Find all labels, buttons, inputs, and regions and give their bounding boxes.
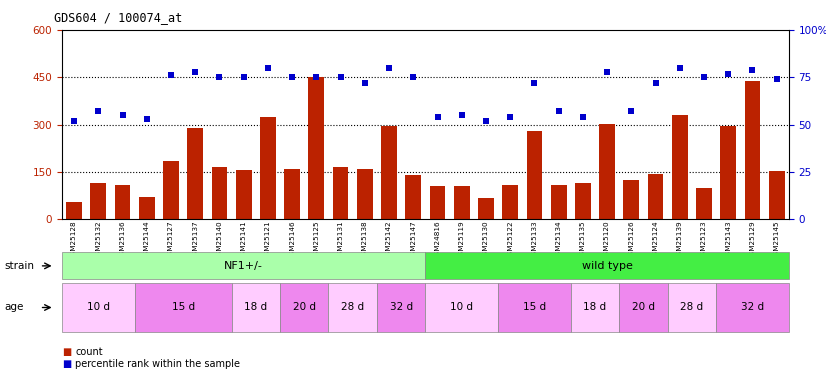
Text: 20 d: 20 d (632, 303, 655, 312)
Bar (235, 171, 252, 219)
Text: 28 d: 28 d (341, 303, 364, 312)
Bar (599, 124, 615, 219)
Bar (672, 115, 688, 219)
Bar (66, 202, 82, 219)
Text: 32 d: 32 d (390, 303, 413, 312)
Point (673, 65, 686, 71)
Bar (357, 169, 373, 219)
Bar (720, 126, 736, 219)
Text: 10 d: 10 d (450, 303, 473, 312)
Point (624, 108, 638, 114)
Bar (188, 128, 203, 219)
Point (722, 70, 735, 76)
Text: 28 d: 28 d (681, 303, 704, 312)
Text: 15 d: 15 d (523, 303, 546, 312)
Point (746, 67, 759, 73)
Bar (260, 117, 276, 219)
Point (770, 76, 783, 82)
Text: ■: ■ (62, 359, 71, 369)
Text: NF1+/-: NF1+/- (224, 261, 263, 271)
Text: 20 d: 20 d (292, 303, 316, 312)
Point (286, 74, 299, 80)
Text: wild type: wild type (582, 261, 633, 271)
Bar (308, 77, 325, 219)
Point (310, 74, 323, 80)
Point (649, 80, 662, 86)
Text: 18 d: 18 d (244, 303, 268, 312)
Point (164, 72, 178, 78)
Point (697, 74, 710, 80)
Point (601, 69, 614, 75)
Point (140, 116, 154, 122)
Bar (406, 175, 421, 219)
Point (188, 69, 202, 75)
Point (358, 80, 372, 86)
Point (479, 118, 492, 124)
Bar (648, 174, 663, 219)
Bar (769, 171, 785, 219)
Bar (551, 185, 567, 219)
Point (68, 118, 81, 124)
Text: percentile rank within the sample: percentile rank within the sample (75, 359, 240, 369)
Text: 15 d: 15 d (172, 303, 195, 312)
Text: 18 d: 18 d (583, 303, 606, 312)
Text: 10 d: 10 d (87, 303, 110, 312)
Bar (478, 198, 494, 219)
Point (504, 114, 517, 120)
Point (455, 112, 468, 118)
Text: count: count (75, 347, 102, 357)
Point (237, 74, 250, 80)
Text: strain: strain (4, 261, 34, 271)
Bar (284, 169, 300, 219)
Bar (453, 186, 470, 219)
Bar (211, 167, 227, 219)
Point (528, 80, 541, 86)
Point (92, 108, 105, 114)
Text: ■: ■ (62, 347, 71, 357)
Bar (744, 81, 761, 219)
Text: age: age (4, 303, 23, 312)
Point (334, 74, 347, 80)
Bar (502, 184, 518, 219)
Point (552, 108, 565, 114)
Bar (333, 167, 349, 219)
Text: GDS604 / 100074_at: GDS604 / 100074_at (54, 11, 182, 24)
Point (406, 74, 420, 80)
Bar (624, 180, 639, 219)
Point (382, 65, 396, 71)
Bar (90, 183, 107, 219)
Point (213, 74, 226, 80)
Bar (115, 184, 131, 219)
Bar (381, 126, 397, 219)
Point (261, 65, 274, 71)
Text: 32 d: 32 d (741, 303, 764, 312)
Bar (575, 183, 591, 219)
Bar (526, 131, 543, 219)
Bar (139, 197, 154, 219)
Bar (430, 186, 445, 219)
Bar (163, 161, 179, 219)
Point (431, 114, 444, 120)
Point (116, 112, 129, 118)
Bar (696, 188, 712, 219)
Point (577, 114, 590, 120)
